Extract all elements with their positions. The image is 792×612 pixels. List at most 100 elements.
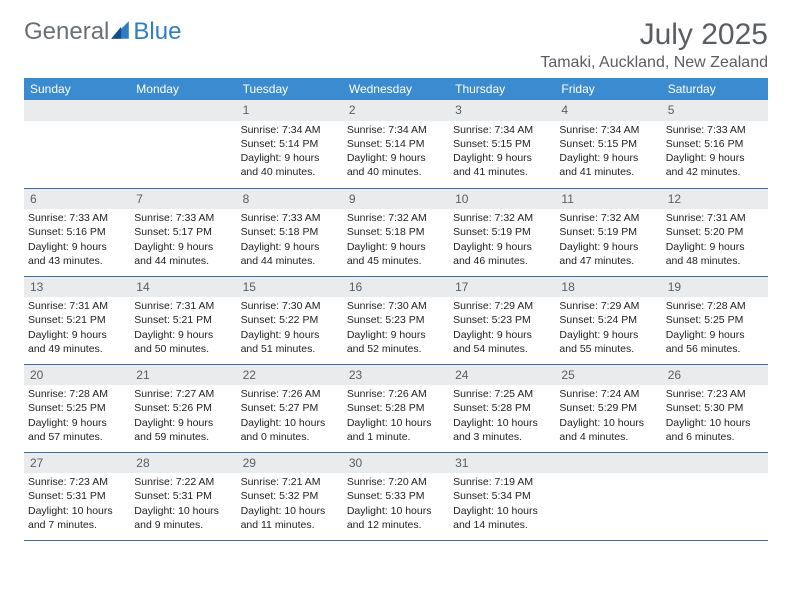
day-detail: Sunrise: 7:29 AMSunset: 5:24 PMDaylight:…	[555, 297, 661, 360]
daylight-line: Daylight: 10 hours and 3 minutes.	[453, 416, 551, 444]
day-number: 13	[24, 277, 130, 298]
sunset-line: Sunset: 5:14 PM	[347, 137, 445, 151]
sunrise-line: Sunrise: 7:29 AM	[453, 299, 551, 313]
calendar-day-cell: 4Sunrise: 7:34 AMSunset: 5:15 PMDaylight…	[555, 100, 661, 188]
sunrise-line: Sunrise: 7:32 AM	[559, 211, 657, 225]
calendar-day-cell: 18Sunrise: 7:29 AMSunset: 5:24 PMDayligh…	[555, 276, 661, 364]
day-detail: Sunrise: 7:31 AMSunset: 5:21 PMDaylight:…	[130, 297, 236, 360]
day-number	[130, 100, 236, 121]
daylight-line: Daylight: 9 hours and 40 minutes.	[241, 151, 339, 179]
calendar-week-row: 1Sunrise: 7:34 AMSunset: 5:14 PMDaylight…	[24, 100, 768, 188]
sunrise-line: Sunrise: 7:26 AM	[347, 387, 445, 401]
day-number: 6	[24, 189, 130, 210]
calendar-day-cell: 22Sunrise: 7:26 AMSunset: 5:27 PMDayligh…	[237, 364, 343, 452]
sunrise-line: Sunrise: 7:34 AM	[559, 123, 657, 137]
day-detail: Sunrise: 7:32 AMSunset: 5:19 PMDaylight:…	[449, 209, 555, 272]
calendar-day-cell: 17Sunrise: 7:29 AMSunset: 5:23 PMDayligh…	[449, 276, 555, 364]
sunrise-line: Sunrise: 7:22 AM	[134, 475, 232, 489]
calendar-day-cell: 6Sunrise: 7:33 AMSunset: 5:16 PMDaylight…	[24, 188, 130, 276]
sunset-line: Sunset: 5:34 PM	[453, 489, 551, 503]
day-detail: Sunrise: 7:29 AMSunset: 5:23 PMDaylight:…	[449, 297, 555, 360]
calendar-week-row: 13Sunrise: 7:31 AMSunset: 5:21 PMDayligh…	[24, 276, 768, 364]
day-detail: Sunrise: 7:30 AMSunset: 5:22 PMDaylight:…	[237, 297, 343, 360]
daylight-line: Daylight: 10 hours and 14 minutes.	[453, 504, 551, 532]
day-number	[24, 100, 130, 121]
day-number: 12	[662, 189, 768, 210]
day-detail: Sunrise: 7:34 AMSunset: 5:15 PMDaylight:…	[449, 121, 555, 184]
sunrise-line: Sunrise: 7:25 AM	[453, 387, 551, 401]
sunrise-line: Sunrise: 7:33 AM	[241, 211, 339, 225]
day-number: 1	[237, 100, 343, 121]
sunset-line: Sunset: 5:23 PM	[347, 313, 445, 327]
sunrise-line: Sunrise: 7:27 AM	[134, 387, 232, 401]
daylight-line: Daylight: 9 hours and 49 minutes.	[28, 328, 126, 356]
daylight-line: Daylight: 9 hours and 48 minutes.	[666, 240, 764, 268]
daylight-line: Daylight: 9 hours and 44 minutes.	[241, 240, 339, 268]
calendar-day-cell: 23Sunrise: 7:26 AMSunset: 5:28 PMDayligh…	[343, 364, 449, 452]
sunrise-line: Sunrise: 7:32 AM	[453, 211, 551, 225]
day-detail: Sunrise: 7:34 AMSunset: 5:14 PMDaylight:…	[343, 121, 449, 184]
title-block: July 2025 Tamaki, Auckland, New Zealand	[540, 18, 768, 76]
sunset-line: Sunset: 5:19 PM	[559, 225, 657, 239]
sunrise-line: Sunrise: 7:20 AM	[347, 475, 445, 489]
daylight-line: Daylight: 9 hours and 40 minutes.	[347, 151, 445, 179]
sunset-line: Sunset: 5:25 PM	[28, 401, 126, 415]
day-detail: Sunrise: 7:26 AMSunset: 5:28 PMDaylight:…	[343, 385, 449, 448]
sunrise-line: Sunrise: 7:32 AM	[347, 211, 445, 225]
sunset-line: Sunset: 5:23 PM	[453, 313, 551, 327]
calendar-day-cell: 5Sunrise: 7:33 AMSunset: 5:16 PMDaylight…	[662, 100, 768, 188]
sunrise-line: Sunrise: 7:29 AM	[559, 299, 657, 313]
sunset-line: Sunset: 5:32 PM	[241, 489, 339, 503]
logo-text-1: General	[24, 18, 109, 46]
sunset-line: Sunset: 5:24 PM	[559, 313, 657, 327]
daylight-line: Daylight: 9 hours and 46 minutes.	[453, 240, 551, 268]
sunset-line: Sunset: 5:28 PM	[347, 401, 445, 415]
sunrise-line: Sunrise: 7:23 AM	[666, 387, 764, 401]
day-number: 23	[343, 365, 449, 386]
calendar-day-cell: 9Sunrise: 7:32 AMSunset: 5:18 PMDaylight…	[343, 188, 449, 276]
daylight-line: Daylight: 9 hours and 44 minutes.	[134, 240, 232, 268]
day-number: 31	[449, 453, 555, 474]
sunset-line: Sunset: 5:22 PM	[241, 313, 339, 327]
day-number: 3	[449, 100, 555, 121]
sunrise-line: Sunrise: 7:34 AM	[241, 123, 339, 137]
day-detail: Sunrise: 7:32 AMSunset: 5:19 PMDaylight:…	[555, 209, 661, 272]
day-number: 17	[449, 277, 555, 298]
day-detail: Sunrise: 7:23 AMSunset: 5:31 PMDaylight:…	[24, 473, 130, 536]
sunset-line: Sunset: 5:19 PM	[453, 225, 551, 239]
sail-icon	[109, 19, 131, 41]
calendar-day-cell: 26Sunrise: 7:23 AMSunset: 5:30 PMDayligh…	[662, 364, 768, 452]
sunset-line: Sunset: 5:16 PM	[666, 137, 764, 151]
sunrise-line: Sunrise: 7:33 AM	[666, 123, 764, 137]
daylight-line: Daylight: 9 hours and 41 minutes.	[453, 151, 551, 179]
day-detail: Sunrise: 7:27 AMSunset: 5:26 PMDaylight:…	[130, 385, 236, 448]
calendar-day-cell: 14Sunrise: 7:31 AMSunset: 5:21 PMDayligh…	[130, 276, 236, 364]
daylight-line: Daylight: 10 hours and 9 minutes.	[134, 504, 232, 532]
daylight-line: Daylight: 9 hours and 55 minutes.	[559, 328, 657, 356]
daylight-line: Daylight: 9 hours and 43 minutes.	[28, 240, 126, 268]
weekday-header: Friday	[555, 78, 661, 100]
day-number: 19	[662, 277, 768, 298]
sunset-line: Sunset: 5:26 PM	[134, 401, 232, 415]
day-detail: Sunrise: 7:20 AMSunset: 5:33 PMDaylight:…	[343, 473, 449, 536]
sunset-line: Sunset: 5:33 PM	[347, 489, 445, 503]
calendar-day-cell: 31Sunrise: 7:19 AMSunset: 5:34 PMDayligh…	[449, 452, 555, 540]
day-number: 30	[343, 453, 449, 474]
logo-text-2: Blue	[133, 18, 181, 46]
calendar-day-cell: 7Sunrise: 7:33 AMSunset: 5:17 PMDaylight…	[130, 188, 236, 276]
sunrise-line: Sunrise: 7:28 AM	[28, 387, 126, 401]
daylight-line: Daylight: 9 hours and 47 minutes.	[559, 240, 657, 268]
day-detail: Sunrise: 7:33 AMSunset: 5:16 PMDaylight:…	[662, 121, 768, 184]
daylight-line: Daylight: 9 hours and 45 minutes.	[347, 240, 445, 268]
sunset-line: Sunset: 5:29 PM	[559, 401, 657, 415]
sunrise-line: Sunrise: 7:23 AM	[28, 475, 126, 489]
sunset-line: Sunset: 5:21 PM	[134, 313, 232, 327]
sunset-line: Sunset: 5:14 PM	[241, 137, 339, 151]
calendar-day-cell: 16Sunrise: 7:30 AMSunset: 5:23 PMDayligh…	[343, 276, 449, 364]
day-detail: Sunrise: 7:33 AMSunset: 5:18 PMDaylight:…	[237, 209, 343, 272]
daylight-line: Daylight: 10 hours and 11 minutes.	[241, 504, 339, 532]
daylight-line: Daylight: 10 hours and 12 minutes.	[347, 504, 445, 532]
day-number: 20	[24, 365, 130, 386]
weekday-header-row: Sunday Monday Tuesday Wednesday Thursday…	[24, 78, 768, 100]
day-detail: Sunrise: 7:33 AMSunset: 5:17 PMDaylight:…	[130, 209, 236, 272]
